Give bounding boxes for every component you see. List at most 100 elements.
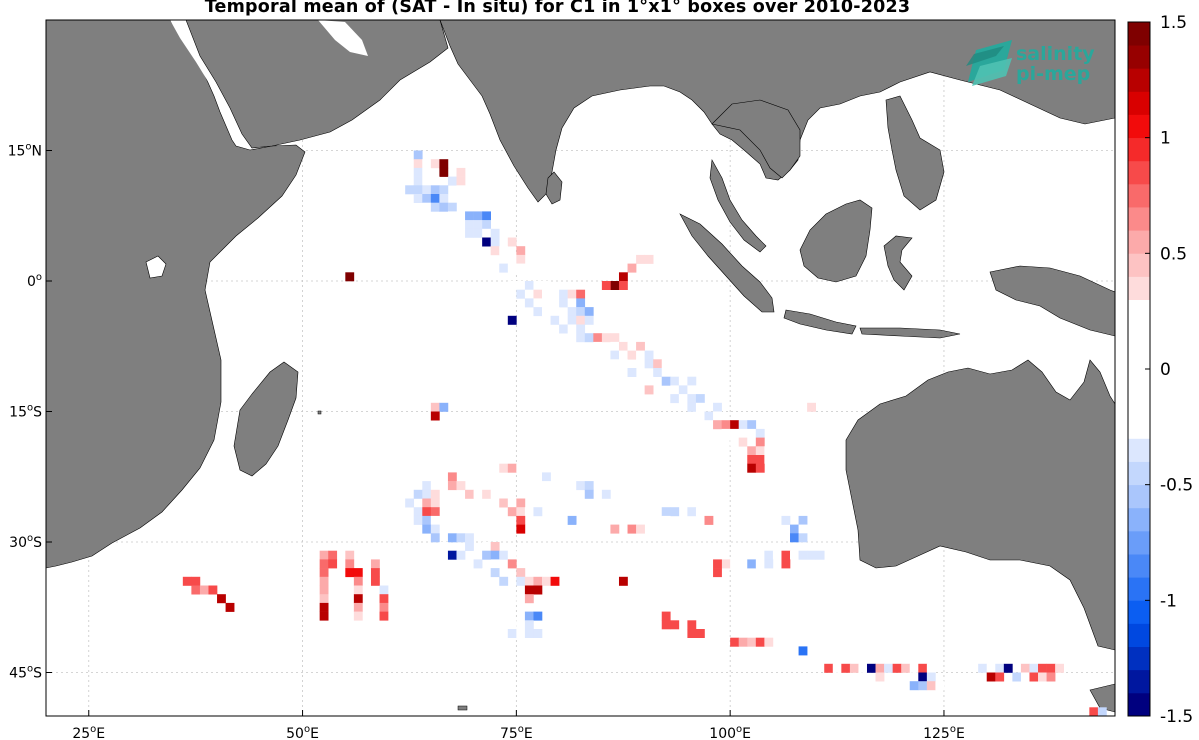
heat-cell: [567, 315, 577, 325]
logo-line2: pi-mep: [1016, 63, 1090, 85]
heat-cell: [636, 350, 645, 360]
heat-cell: [610, 333, 620, 343]
heat-cell: [516, 263, 526, 273]
heat-cell: [413, 185, 423, 195]
heat-cell: [422, 515, 432, 525]
heat-cell: [430, 159, 440, 169]
heat-cell: [713, 559, 722, 569]
island-kerguelen: [457, 705, 468, 711]
land-new-guinea: [989, 265, 1115, 337]
heat-cell: [465, 220, 474, 230]
chart-title: Temporal mean of (SAT - In situ) for C1 …: [204, 0, 911, 17]
heat-cell: [345, 272, 355, 282]
heat-cell: [439, 402, 449, 412]
heat-cell: [353, 585, 363, 595]
heat-cell: [422, 202, 432, 212]
heat-cell: [319, 568, 329, 578]
heat-cell: [695, 568, 705, 578]
heat-cell: [670, 368, 680, 377]
heat-cell: [379, 585, 389, 595]
heat-cell: [524, 507, 534, 517]
heat-cell: [781, 550, 791, 560]
heat-cell: [430, 176, 440, 186]
heat-cell: [576, 333, 586, 343]
heat-cell: [567, 289, 577, 299]
heat-cell: [328, 559, 338, 569]
heat-cell: [995, 672, 1005, 682]
heat-cell: [747, 559, 757, 569]
heat-cell: [1029, 663, 1039, 673]
heat-cell: [747, 420, 757, 430]
heat-cell: [550, 298, 560, 308]
heat-cell: [413, 159, 423, 169]
heat-cell: [567, 298, 577, 308]
heat-cell: [781, 463, 791, 473]
heat-cell: [584, 307, 594, 317]
heat-cell: [567, 307, 577, 317]
colorbar-swatch: [1128, 230, 1150, 254]
heat-cell: [456, 481, 466, 491]
heat-cell: [533, 281, 543, 290]
heat-cell: [755, 437, 765, 447]
heat-cell: [319, 550, 329, 560]
heat-cell: [353, 568, 363, 578]
heat-cell: [524, 594, 534, 604]
land-africa-arabia: [46, 20, 306, 569]
heat-cell: [627, 524, 637, 534]
heat-cell: [490, 489, 500, 499]
heat-cell: [713, 411, 722, 421]
heat-cell: [584, 315, 594, 325]
heat-cell: [507, 620, 517, 630]
land-philippines: [885, 95, 945, 211]
heat-cell: [456, 176, 466, 186]
lon-tick-label: 25oE: [72, 724, 105, 740]
heat-cell: [379, 602, 389, 612]
heat-cell: [798, 515, 808, 525]
heat-cell: [542, 307, 551, 317]
heat-cell: [764, 637, 774, 647]
heat-cell: [627, 341, 637, 351]
heat-cell: [345, 550, 355, 560]
heat-cell: [644, 385, 654, 395]
colorbar-swatch: [1128, 369, 1150, 393]
heat-cell: [918, 672, 928, 682]
heat-cell: [533, 568, 543, 578]
heat-cell: [345, 568, 355, 578]
heat-cell: [738, 420, 748, 430]
heat-cell: [755, 428, 765, 438]
lon-tick-label: 125oE: [923, 724, 965, 740]
heat-cell: [687, 402, 697, 412]
heat-cell: [1012, 672, 1022, 682]
heat-cell: [422, 185, 432, 195]
heat-cell: [695, 394, 705, 404]
heat-cell: [695, 402, 705, 412]
heat-cell: [747, 437, 757, 447]
colorbar: [1128, 22, 1150, 717]
colorbar-swatch: [1128, 461, 1150, 486]
heat-cell: [430, 481, 440, 491]
heat-cell: [713, 420, 722, 430]
heat-cell: [533, 472, 543, 482]
heat-cell: [422, 507, 432, 517]
land-masses: [46, 20, 1115, 713]
heat-cell: [584, 524, 594, 534]
lat-tick-label: 0o: [27, 272, 42, 290]
heat-cell: [730, 428, 740, 438]
heat-cell: [798, 411, 808, 421]
heat-cell: [516, 254, 526, 264]
heat-cell: [892, 663, 902, 673]
heat-cell: [422, 481, 432, 491]
heat-cell: [499, 489, 509, 499]
heat-cell: [593, 333, 603, 343]
heat-cell: [636, 341, 645, 351]
heat-cell: [456, 211, 466, 221]
heat-cell: [319, 576, 329, 586]
heat-cell: [439, 472, 449, 482]
colorbar-tick-label: 0: [1160, 360, 1171, 380]
land-indochina: [711, 99, 801, 179]
heat-cell: [499, 246, 509, 256]
heat-cell: [935, 681, 945, 691]
heat-cell: [473, 220, 483, 230]
heat-cell: [798, 533, 808, 543]
heat-cell: [439, 542, 449, 551]
